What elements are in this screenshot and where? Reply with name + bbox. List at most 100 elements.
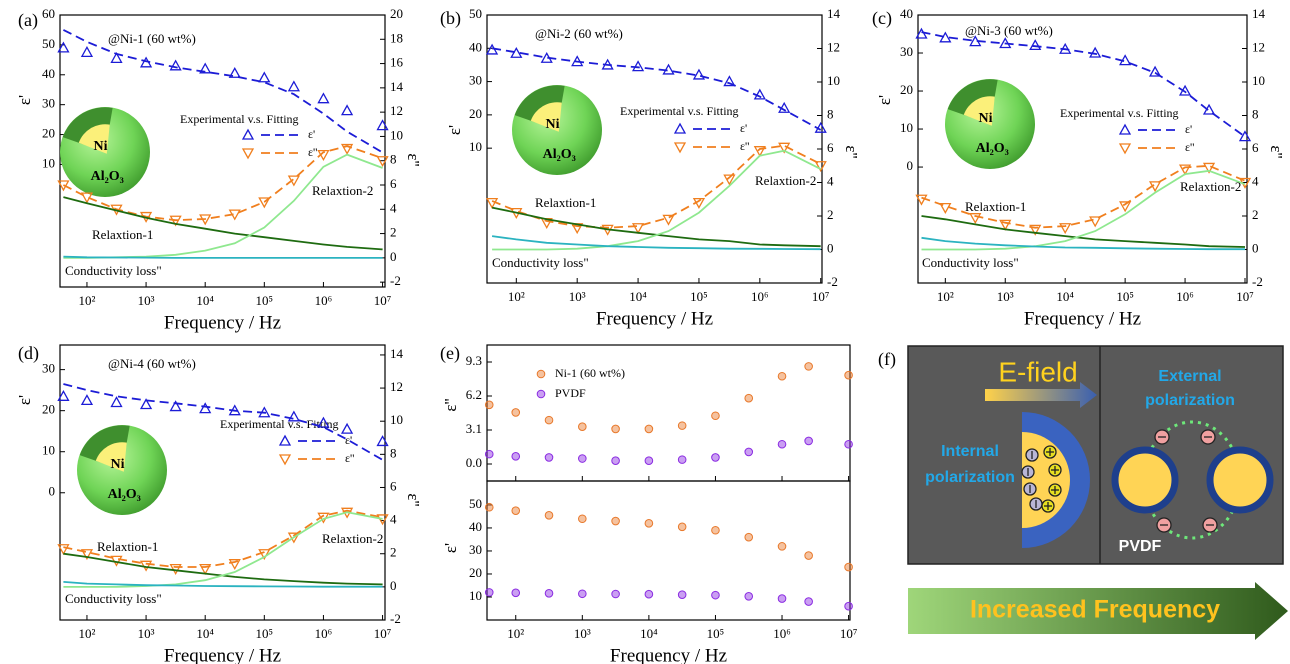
x-tick-label: 10⁷	[840, 626, 858, 641]
data-point	[845, 371, 853, 379]
data-point	[512, 453, 520, 461]
legend-symbol	[243, 149, 253, 158]
legend-title: Experimental v.s. Fitting	[1060, 106, 1179, 120]
y2-tick-label: 12	[390, 379, 403, 394]
data-point	[512, 409, 520, 417]
legend-symbol	[1120, 125, 1130, 134]
shell-label: Al₂O₃	[108, 487, 141, 502]
data-point	[545, 590, 553, 598]
y2-tick-label: -2	[1252, 274, 1263, 289]
x-tick-label: 10³	[574, 626, 591, 641]
data-point	[778, 543, 786, 551]
panel-label: (a)	[18, 10, 38, 31]
y-tick-label: 30	[469, 542, 482, 557]
curve	[492, 208, 821, 247]
y2-tick-label: 4	[390, 512, 397, 527]
y-axis-label: ε'	[15, 95, 34, 105]
legend-label: ε''	[740, 139, 749, 153]
x-tick-label: 10⁶	[315, 626, 333, 641]
x-tick-label: 10⁷	[374, 293, 392, 308]
data-point	[778, 440, 786, 448]
data-point	[579, 590, 587, 598]
data-point	[694, 70, 704, 79]
legend-symbol	[280, 436, 290, 445]
y-tick-label: 20	[469, 106, 482, 121]
y2-tick-label: 6	[1252, 140, 1259, 155]
data-point	[579, 423, 587, 431]
y2-tick-label: 12	[1252, 39, 1265, 54]
legend-title: Experimental v.s. Fitting	[620, 104, 739, 118]
legend-symbol	[243, 130, 253, 139]
legend-label: PVDF	[555, 386, 586, 400]
x-tick-label: 10⁷	[374, 626, 392, 641]
curve-label: Relaxtion-1	[965, 199, 1026, 214]
y2-tick-label: 14	[827, 6, 841, 21]
curve	[492, 236, 821, 249]
data-point	[633, 224, 643, 233]
annotation: @Ni-1 (60 wt%)	[108, 31, 196, 46]
data-point	[778, 595, 786, 603]
y2-tick-label: 4	[827, 173, 834, 188]
legend-title: Experimental v.s. Fitting	[180, 112, 299, 126]
y-tick-label: 20	[42, 126, 55, 141]
x-tick-label: 10²	[937, 289, 954, 304]
data-point	[230, 560, 240, 569]
panel-label: (d)	[18, 343, 39, 364]
y2-tick-label: 16	[390, 55, 404, 70]
y2-tick-label: 18	[390, 30, 403, 45]
curve	[63, 257, 382, 258]
x-tick-label: 10⁴	[196, 626, 214, 641]
plot-frame	[487, 345, 850, 481]
y-tick-label: 0	[907, 158, 914, 173]
legend-label: ε'	[1185, 122, 1192, 136]
y2-tick-label: 6	[827, 140, 834, 155]
legend-symbol	[280, 455, 290, 464]
y-tick-label: 50	[469, 6, 482, 21]
y2-tick-label: 10	[390, 412, 403, 427]
internal-label: Internal	[941, 443, 999, 460]
legend-label: ε'	[345, 433, 352, 447]
page: (f) E-field External polarization Intern…	[0, 0, 1290, 664]
data-point	[612, 517, 620, 525]
data-point	[612, 590, 620, 598]
data-point	[678, 422, 686, 430]
data-point	[778, 372, 786, 380]
shell-label: Al₂O₃	[91, 169, 124, 184]
data-point	[111, 397, 121, 406]
data-point	[845, 440, 853, 448]
y-tick-label: 3.1	[466, 421, 482, 436]
y2-axis-label: ε''	[842, 145, 861, 158]
y2-tick-label: 14	[390, 79, 404, 94]
data-point	[579, 515, 587, 523]
y-tick-label: 20	[42, 402, 55, 417]
curve-label: Relaxtion-2	[322, 531, 383, 546]
data-point	[805, 552, 813, 560]
y2-tick-label: 8	[827, 106, 834, 121]
y-tick-label: 30	[469, 73, 482, 88]
y2-tick-label: 8	[1252, 106, 1259, 121]
panel-label: (b)	[440, 8, 461, 29]
curve-label: Relaxtion-1	[535, 195, 596, 210]
curve-label: Conductivity loss"	[492, 255, 589, 270]
x-tick-label: 10⁴	[196, 293, 214, 308]
curve-label: Relaxtion-1	[92, 227, 153, 242]
y-tick-label: 10	[42, 155, 55, 170]
x-tick-label: 10³	[138, 293, 155, 308]
data-point	[612, 457, 620, 465]
legend-label: ε'	[308, 127, 315, 141]
data-point	[1060, 224, 1070, 233]
data-point	[805, 437, 813, 445]
particle	[1115, 450, 1175, 510]
data-point	[612, 425, 620, 433]
y2-tick-label: -2	[827, 274, 838, 289]
y2-tick-label: 6	[390, 176, 397, 191]
data-point	[318, 94, 328, 103]
data-point	[970, 214, 980, 223]
y2-tick-label: 2	[390, 225, 397, 240]
x-tick-label: 10⁵	[256, 293, 274, 308]
curve-label: Conductivity loss"	[922, 255, 1019, 270]
y-tick-label: 30	[900, 44, 913, 59]
data-point	[289, 82, 299, 91]
y-axis-label: ε''	[441, 398, 460, 411]
y-tick-label: 50	[42, 36, 55, 51]
